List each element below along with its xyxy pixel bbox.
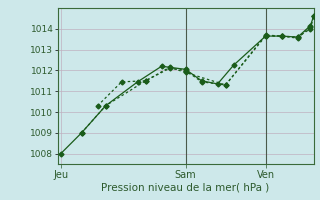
X-axis label: Pression niveau de la mer( hPa ): Pression niveau de la mer( hPa ) [101,182,270,192]
